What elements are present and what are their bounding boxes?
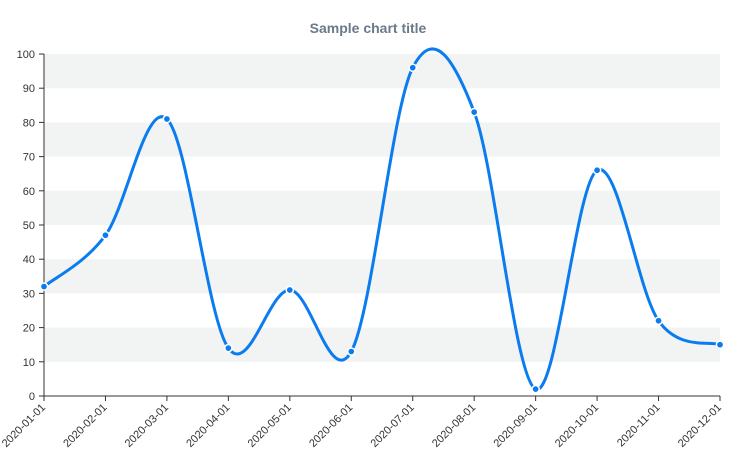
x-tick-label: 2020-11-01 — [615, 402, 663, 450]
x-tick-label: 2020-12-01 — [676, 402, 724, 450]
data-point — [715, 340, 725, 350]
y-tick-label: 50 — [23, 220, 35, 232]
x-tick-label: 2020-04-01 — [184, 402, 232, 450]
y-tick-label: 0 — [29, 391, 35, 403]
data-point — [531, 384, 540, 394]
data-point — [224, 343, 233, 353]
grid-band — [44, 259, 720, 294]
y-tick-label: 80 — [23, 117, 35, 129]
data-point — [39, 282, 49, 291]
grid-band — [44, 122, 720, 157]
data-point — [654, 316, 663, 326]
x-tick-label: 2020-05-01 — [246, 402, 294, 450]
grid-band — [44, 54, 720, 89]
y-tick-label: 60 — [23, 186, 35, 198]
data-point — [346, 347, 356, 356]
x-tick-label: 2020-09-01 — [491, 402, 539, 450]
x-tick-label: 2020-10-01 — [553, 402, 601, 450]
x-tick-label: 2020-01-01 — [0, 402, 48, 450]
data-point — [408, 63, 418, 73]
x-tick-label: 2020-08-01 — [430, 402, 478, 450]
y-tick-label: 30 — [23, 288, 35, 300]
y-tick-label: 100 — [17, 49, 35, 61]
data-point — [285, 285, 295, 295]
y-tick-label: 10 — [23, 357, 35, 369]
y-tick-label: 20 — [23, 323, 35, 335]
data-point — [592, 165, 602, 175]
grid-band — [44, 327, 720, 362]
x-tick-label: 2020-03-01 — [123, 402, 171, 450]
x-tick-label: 2020-07-01 — [369, 402, 417, 450]
data-point — [469, 107, 479, 117]
chart-title: Sample chart title — [309, 20, 427, 36]
y-tick-label: 70 — [23, 152, 35, 164]
x-tick-label: 2020-06-01 — [307, 402, 355, 450]
y-tick-label: 90 — [23, 83, 35, 95]
x-tick-label: 2020-02-01 — [61, 402, 109, 450]
y-tick-label: 40 — [23, 254, 35, 266]
data-point — [162, 114, 172, 124]
data-point — [101, 230, 110, 240]
